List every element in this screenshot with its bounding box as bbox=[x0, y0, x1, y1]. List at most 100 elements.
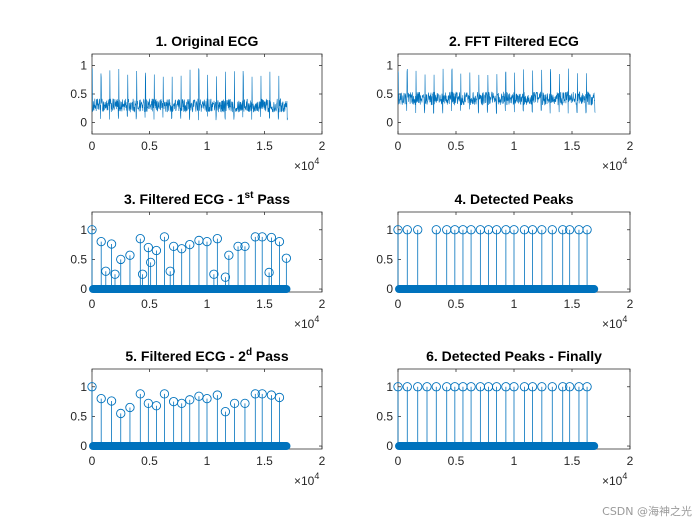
x-tick-label: 0.5 bbox=[448, 139, 465, 153]
stem-marker bbox=[212, 234, 223, 244]
stem-marker bbox=[177, 398, 187, 409]
stem-marker bbox=[151, 401, 162, 411]
stem-marker bbox=[264, 267, 274, 278]
stem-marker bbox=[185, 239, 195, 250]
stem-marker bbox=[220, 407, 231, 417]
stem-marker bbox=[165, 266, 175, 276]
x-tick-label: 0 bbox=[89, 297, 96, 311]
stem-marker bbox=[527, 382, 538, 392]
stem-marker bbox=[96, 236, 106, 247]
stem-marker bbox=[151, 245, 162, 256]
x-exponent-label: ×104 bbox=[602, 471, 627, 488]
stem-marker bbox=[125, 402, 135, 413]
stem-marker bbox=[466, 225, 476, 235]
y-tick-label: 1 bbox=[80, 380, 87, 394]
stem-marker bbox=[431, 382, 441, 392]
x-exponent-label: ×104 bbox=[294, 471, 319, 488]
stem-marker bbox=[106, 396, 117, 406]
stem-marker bbox=[558, 382, 568, 392]
x-tick-label: 2 bbox=[319, 297, 326, 311]
stem-marker bbox=[393, 225, 403, 235]
stem-marker bbox=[527, 225, 538, 235]
x-exponent-label: ×104 bbox=[602, 156, 627, 173]
y-tick-label: 0.5 bbox=[376, 87, 393, 101]
y-tick-label: 0 bbox=[386, 282, 393, 296]
stem-marker bbox=[125, 250, 135, 260]
stem-marker bbox=[135, 234, 145, 244]
stem-marker bbox=[145, 257, 156, 268]
x-tick-label: 0.5 bbox=[141, 297, 158, 311]
subplot-title: 1. Original ECG bbox=[156, 33, 259, 49]
x-tick-label: 1 bbox=[511, 139, 518, 153]
stem-marker bbox=[537, 225, 547, 235]
stem-marker bbox=[537, 382, 547, 392]
stem-marker bbox=[137, 269, 148, 279]
x-tick-label: 1.5 bbox=[564, 139, 581, 153]
x-tick-label: 1 bbox=[511, 454, 518, 468]
stem-marker bbox=[266, 232, 277, 243]
stem-marker bbox=[240, 241, 250, 252]
y-tick-label: 1 bbox=[386, 58, 393, 72]
stem-marker bbox=[431, 225, 441, 235]
stem-marker bbox=[159, 232, 170, 242]
y-tick-label: 1 bbox=[80, 223, 87, 237]
y-tick-label: 0.5 bbox=[70, 87, 87, 101]
subplot-title: 6. Detected Peaks - Finally bbox=[426, 348, 602, 364]
stem-marker bbox=[185, 395, 195, 405]
y-tick-label: 0.5 bbox=[70, 409, 87, 423]
stem-marker bbox=[274, 392, 285, 403]
subplot-3: 3. Filtered ECG - 1st Pass 0 0.5 1 1.5 2 0 0.5 1… bbox=[70, 190, 325, 331]
stem-marker bbox=[224, 250, 234, 260]
y-tick-label: 0 bbox=[80, 439, 87, 453]
stem-marker bbox=[110, 269, 120, 279]
y-tick-label: 0 bbox=[386, 439, 393, 453]
stem-marker bbox=[422, 382, 432, 392]
stem-marker bbox=[509, 382, 519, 392]
stem-marker bbox=[96, 393, 106, 404]
stem-marker bbox=[558, 225, 568, 235]
x-exponent-label: ×104 bbox=[294, 314, 319, 331]
subplot-title: 3. Filtered ECG - 1st Pass bbox=[124, 190, 290, 207]
x-tick-label: 2 bbox=[627, 454, 634, 468]
stem-marker bbox=[393, 382, 403, 392]
stem-marker bbox=[106, 239, 117, 249]
x-tick-label: 2 bbox=[319, 139, 326, 153]
stem-marker bbox=[209, 269, 219, 279]
stem-marker bbox=[220, 272, 231, 282]
stem-marker bbox=[509, 225, 519, 235]
y-tick-label: 0 bbox=[80, 282, 87, 296]
stem-marker bbox=[87, 382, 97, 392]
ecg-signal-line bbox=[92, 68, 288, 121]
stem-marker bbox=[413, 225, 423, 235]
ecg-signal-line bbox=[398, 68, 596, 115]
x-tick-label: 1.5 bbox=[564, 297, 581, 311]
x-tick-label: 0 bbox=[89, 454, 96, 468]
y-tick-label: 1 bbox=[80, 58, 87, 72]
subplot-6: 6. Detected Peaks - Finally 0 0.5 1 1.5 2 0 0.5… bbox=[376, 348, 633, 488]
x-tick-label: 1.5 bbox=[256, 454, 273, 468]
stem-marker bbox=[491, 225, 502, 235]
axes-frame bbox=[91, 53, 323, 135]
stem-marker bbox=[257, 232, 267, 242]
subplot-5: 5. Filtered ECG - 2d Pass 0 0.5 1 1.5 2 0 0.5 1 ×… bbox=[70, 347, 325, 488]
stem-marker bbox=[547, 225, 557, 235]
x-tick-label: 1 bbox=[204, 139, 211, 153]
stem-marker bbox=[565, 382, 575, 392]
stem-marker bbox=[413, 382, 423, 392]
stem-marker bbox=[87, 225, 97, 235]
stem-marker bbox=[177, 244, 187, 254]
subplot-1: 1. Original ECG 0 0.5 1 1.5 2 0 0.5 1 ×104 bbox=[70, 33, 325, 173]
x-tick-label: 1.5 bbox=[564, 454, 581, 468]
subplot-2: 2. FFT Filtered ECG 0 0.5 1 1.5 2 0 0.5 1 ×104 bbox=[376, 33, 633, 173]
stem-marker bbox=[402, 225, 412, 235]
subplot-title: 5. Filtered ECG - 2d Pass bbox=[125, 347, 289, 364]
y-tick-label: 1 bbox=[386, 223, 393, 237]
stem-marker bbox=[466, 382, 476, 392]
x-tick-label: 0 bbox=[395, 297, 402, 311]
stem-marker bbox=[402, 382, 412, 392]
subplot-title: 2. FFT Filtered ECG bbox=[449, 33, 579, 49]
y-tick-label: 0.5 bbox=[376, 409, 393, 423]
stem-marker bbox=[202, 393, 212, 404]
x-exponent-label: ×104 bbox=[294, 156, 319, 173]
